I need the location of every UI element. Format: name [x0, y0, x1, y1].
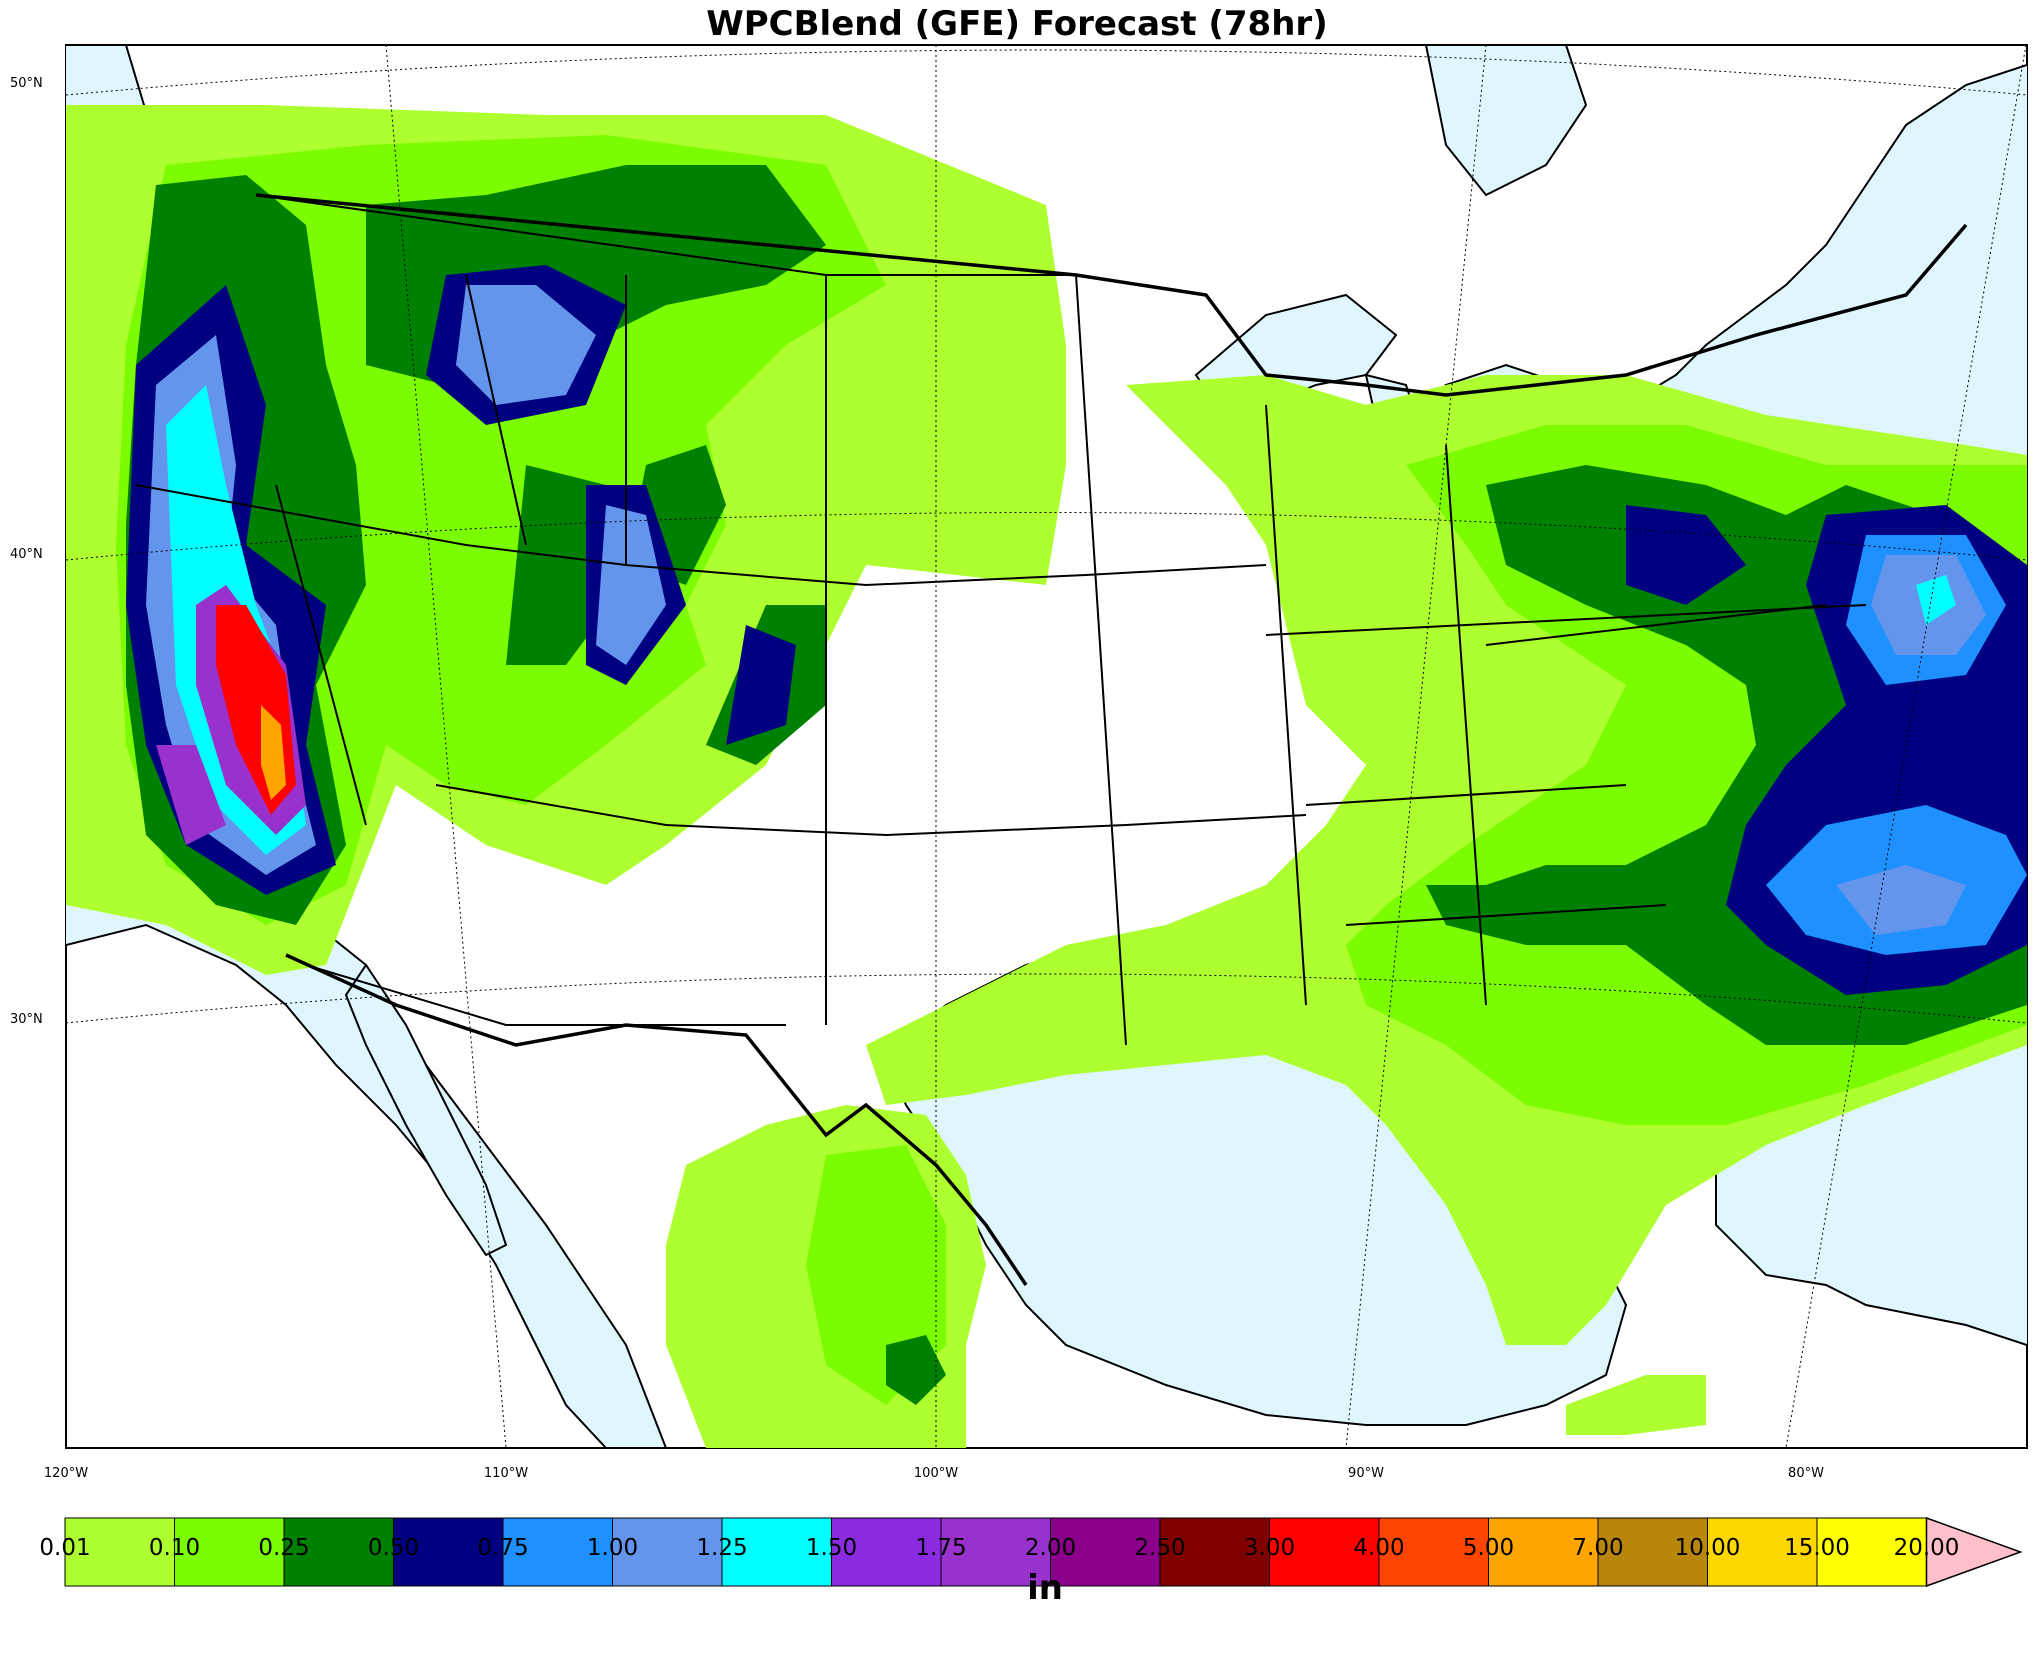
colorbar-tick-label: 4.00 — [1353, 1535, 1405, 1561]
lon-label-100: 100°W — [913, 1466, 959, 1481]
lon-label-80: 80°W — [1788, 1466, 1824, 1481]
precip-cuba — [1566, 1375, 1706, 1435]
colorbar-tick-label: 1.00 — [586, 1535, 639, 1561]
hudson-bay — [1424, 45, 1588, 197]
lon-label-90: 90°W — [1348, 1466, 1384, 1481]
colorbar-tick-label: 0.10 — [148, 1535, 201, 1561]
colorbar-tick-label: 0.25 — [258, 1535, 310, 1561]
colorbar-tick-label: 3.00 — [1243, 1535, 1296, 1561]
colorbar-tick-label: 10.00 — [1674, 1535, 1741, 1561]
colorbar-tick-label: 0.75 — [477, 1535, 529, 1561]
lon-label-110: 110°W — [483, 1466, 529, 1481]
precip-mexico-dark — [886, 1335, 946, 1405]
gulf-of-california — [344, 963, 508, 1257]
lon-label-120: 120°W — [43, 1466, 89, 1481]
colorbar-tick-label: 1.50 — [805, 1535, 858, 1561]
colorbar-tick-label: 20.00 — [1893, 1535, 1960, 1561]
lat-label-30: 30°N — [10, 1012, 43, 1027]
precip-east-cornflower — [1836, 555, 1986, 935]
colorbar-tick-label: 2.50 — [1134, 1535, 1186, 1561]
map-canvas — [66, 45, 2027, 1448]
map-title: WPCBlend (GFE) Forecast (78hr) — [706, 4, 1328, 44]
colorbar-tick-label: 5.00 — [1462, 1535, 1515, 1561]
precip-west-orange — [261, 705, 286, 800]
lat-label-50: 50°N — [10, 76, 43, 91]
colorbar-tick-label: 0.50 — [367, 1535, 420, 1561]
lat-label-40: 40°N — [10, 547, 43, 562]
colorbar-tick-label: 7.00 — [1572, 1535, 1624, 1561]
colorbar-tick-label: 1.25 — [696, 1535, 748, 1561]
colorbar-tick-label: 15.00 — [1784, 1535, 1850, 1561]
colorbar-tick-label: 2.00 — [1024, 1535, 1077, 1561]
units-label: in — [1027, 1568, 1063, 1608]
precipitation-map — [65, 44, 2028, 1449]
precip-east-cyan — [1916, 575, 1956, 625]
country-borders — [255, 193, 1968, 1286]
colorbar-tick-label: 0.01 — [39, 1535, 91, 1561]
colorbar-tick-label: 1.75 — [915, 1535, 967, 1561]
graticule — [66, 45, 2027, 1448]
